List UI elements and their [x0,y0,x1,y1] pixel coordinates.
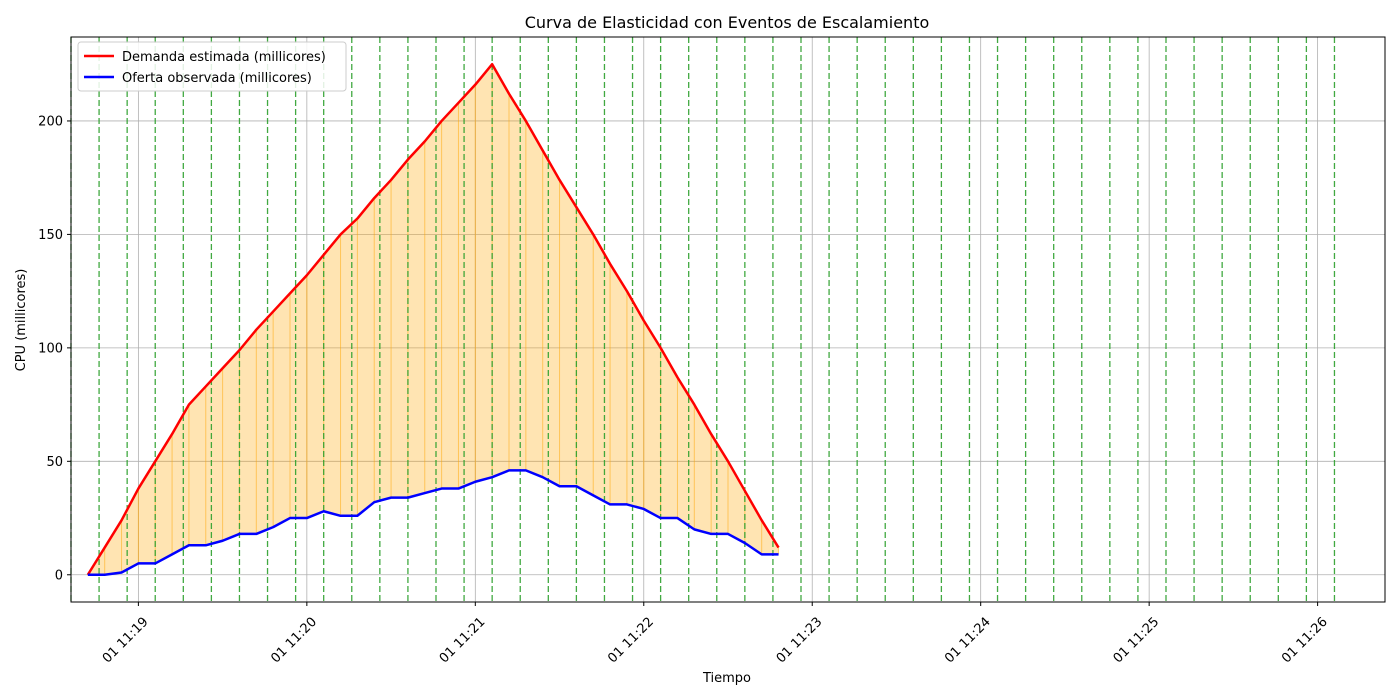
x-tick-label: 01 11:26 [1279,615,1331,667]
x-tick-label: 01 11:24 [942,615,994,667]
series-line-oferta [87,469,779,577]
legend: Demanda estimada (millicores) Oferta obs… [77,41,347,92]
y-axis-ticks: 0 50 100 150 200 [38,114,71,583]
scaling-events [70,37,1336,602]
x-axis-label: Tiempo [702,671,751,686]
axes-frame [70,36,1386,603]
y-tick-label: 100 [38,341,63,356]
x-axis-ticks: 01 11:19 01 11:20 01 11:21 01 11:22 01 11:23… [100,602,1331,666]
gap-fill-area [87,64,779,575]
y-tick-label: 50 [46,455,63,470]
x-tick-label: 01 11:25 [1111,615,1163,667]
y-tick-label: 0 [55,568,63,583]
series-line-demanda [86,62,780,576]
x-tick-label: 01 11:20 [268,615,320,667]
y-tick-label: 200 [38,114,63,129]
legend-label-demanda: Demanda estimada (millicores) [122,50,326,65]
x-tick-label: 01 11:19 [100,615,152,667]
legend-label-oferta: Oferta observada (millicores) [122,71,312,86]
y-tick-label: 150 [38,228,63,243]
series-lines [86,62,780,577]
x-tick-label: 01 11:22 [605,615,657,667]
y-axis-label: CPU (millicores) [14,269,29,372]
chart-title: Curva de Elasticidad con Eventos de Esca… [525,13,930,32]
plot-frame [70,36,1386,603]
x-tick-label: 01 11:23 [774,615,826,667]
legend-box [77,41,347,92]
x-tick-label: 01 11:21 [437,615,489,667]
